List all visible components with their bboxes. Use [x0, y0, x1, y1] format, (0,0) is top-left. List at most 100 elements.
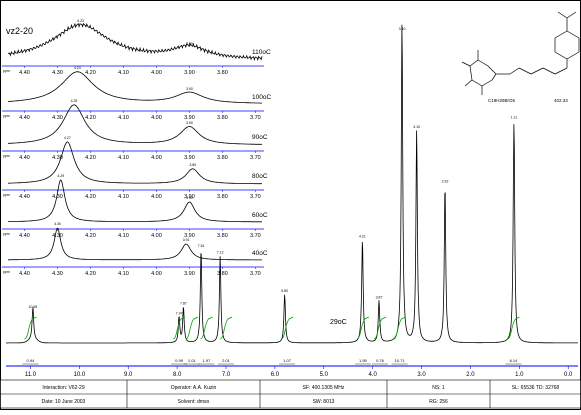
inset-x-tick-label: 3.90 [184, 233, 195, 239]
inset-x-tick-label: 3.70 [250, 155, 261, 161]
inset-x-tick-label: 3.90 [184, 115, 195, 121]
structure-bond [509, 67, 520, 75]
inset-4: ppm 4.40 4.30 4.20 4.10 4.00 3.90 3.80 3.70 4.29 3… [2, 174, 268, 239]
inset-5: ppm 4.40 4.30 4.20 4.10 4.00 3.90 3.80 3.70 4.30 3… [2, 222, 268, 277]
integral-value: 1.97 [203, 358, 212, 363]
inset-peak-label: 4.29 [57, 174, 64, 178]
inset-x-tick-label: 4.10 [118, 194, 129, 200]
inset-x-tick-label: 4.10 [118, 70, 129, 76]
inset-x-tick-label: 4.40 [19, 155, 30, 161]
info-table-cell: SW: 8013 [313, 399, 335, 405]
inset-axis-unit: ppm [3, 114, 10, 118]
inset-x-tick-label: 4.20 [85, 271, 96, 277]
inset-x-tick-label: 4.40 [19, 194, 30, 200]
inset-x-tick-label: 3.90 [184, 271, 195, 277]
inset-x-tick-label: 4.30 [52, 155, 63, 161]
info-table: Interaction: V62-29 Operator: A.A. Kuzin S… [0, 379, 581, 409]
structure-bond [566, 11, 577, 19]
structure-bond [554, 30, 568, 39]
info-table-cell: Solvent: dmso [178, 399, 210, 405]
peak-label: 2.52 [442, 180, 449, 184]
inset-spectrum-line [8, 227, 262, 261]
temperature-insets: ppm 4.40 4.30 4.20 4.10 4.00 3.90 3.80 4.23 3.90 1… [2, 19, 271, 277]
inset-peak-label: 3.90 [186, 121, 193, 125]
integral-curve [172, 316, 186, 340]
inset-spectrum-line [7, 104, 263, 145]
inset-peak-label: 4.27 [64, 136, 71, 140]
inset-x-tick-label: 4.30 [52, 233, 63, 239]
inset-temperature-label: 40oC [252, 250, 268, 257]
main-x-tick-label: 2.0 [466, 372, 475, 378]
inset-x-tick-label: 3.70 [250, 194, 261, 200]
inset-temperature-label: 90oC [252, 134, 268, 141]
main-x-tick-label: 1.0 [515, 372, 524, 378]
structure-bond [464, 79, 473, 87]
inset-x-tick-label: 4.20 [85, 194, 96, 200]
inset-axis-unit: ppm [3, 154, 10, 158]
inset-temperature-label: 110oC [252, 49, 271, 56]
inset-1: ppm 4.40 4.30 4.20 4.10 4.00 3.90 3.80 3.70 4.24 3… [2, 66, 271, 121]
integral-curve [185, 316, 198, 340]
integral-curve [219, 316, 233, 340]
inset-x-tick-label: 4.30 [52, 70, 63, 76]
peak-label: 7.51 [198, 244, 205, 248]
inset-x-tick-label: 4.30 [52, 271, 63, 277]
inset-3: ppm 4.40 4.30 4.20 4.10 4.00 3.90 3.80 3.70 4.27 3… [2, 136, 268, 200]
structure-bond [471, 79, 483, 87]
inset-peak-label: 3.90 [186, 87, 193, 91]
structure-formula: C19H29BrO5 [488, 98, 516, 103]
inset-x-tick-label: 4.10 [118, 233, 129, 239]
main-x-tick-label: 8.0 [173, 372, 182, 378]
integral-curve [356, 316, 370, 340]
inset-spectrum-line [8, 179, 262, 223]
structure-bond [469, 59, 479, 67]
inset-0: ppm 4.40 4.30 4.20 4.10 4.00 3.90 3.80 4.23 3.90 1… [2, 19, 271, 76]
integral-value: 1.95 [359, 358, 368, 363]
main-spectrum: 10.95 7.97 7.87 7.51 7.12 5.80 4.21 3.87 3.40 3.1… [6, 24, 578, 378]
inset-x-tick-label: 4.40 [19, 70, 30, 76]
inset-x-tick-label: 4.00 [151, 271, 162, 277]
main-x-tick-label: 3.0 [417, 372, 426, 378]
inset-peak-label: 3.90 [186, 196, 193, 200]
inset-x-tick-label: 3.80 [217, 155, 228, 161]
peak-label: 7.12 [217, 250, 224, 254]
info-table-cell: NS: 1 [432, 385, 445, 391]
inset-spectrum-line [8, 141, 262, 185]
integral-curve [373, 316, 387, 340]
peak-label: 3.40 [399, 27, 406, 31]
inset-x-tick-label: 4.30 [52, 194, 63, 200]
integral-value: 2.01 [222, 358, 231, 363]
integral-curve [24, 316, 37, 340]
inset-axis-unit: ppm [3, 193, 10, 197]
info-table-cell: Operator: A.A. Kuzin [171, 385, 217, 391]
inset-x-tick-label: 3.80 [217, 115, 228, 121]
inset-peak-label: 4.23 [77, 19, 84, 23]
structure-bond [554, 67, 568, 75]
structure-bond [530, 67, 544, 75]
integral-value: 0.94 [27, 358, 36, 363]
integral-curve [393, 316, 406, 340]
integral-curve [507, 316, 520, 340]
info-table-cell: SF: 400.1305 MHz [303, 385, 345, 391]
main-x-tick-label: 9.0 [124, 372, 133, 378]
integral-value: 1.01 [188, 358, 197, 363]
inset-x-tick-label: 4.20 [85, 155, 96, 161]
inset-x-tick-label: 4.40 [19, 271, 30, 277]
inset-x-tick-label: 4.10 [118, 155, 129, 161]
chemical-structure: C19H29BrO5 402.33 [461, 11, 580, 103]
inset-x-tick-label: 3.90 [184, 194, 195, 200]
peak-label: 1.11 [511, 116, 518, 120]
inset-peak-label: 4.25 [71, 99, 78, 103]
inset-x-tick-label: 4.00 [151, 194, 162, 200]
inset-x-tick-label: 3.70 [250, 115, 261, 121]
structure-bond [566, 51, 580, 60]
inset-axis-unit: ppm [3, 270, 10, 274]
inset-x-tick-label: 4.30 [52, 115, 63, 121]
peak-label: 5.80 [281, 289, 288, 293]
structure-bond [481, 79, 493, 87]
inset-spectrum-line [7, 22, 263, 62]
info-table-cell: RG: 256 [429, 399, 448, 405]
inset-x-tick-label: 3.80 [217, 271, 228, 277]
